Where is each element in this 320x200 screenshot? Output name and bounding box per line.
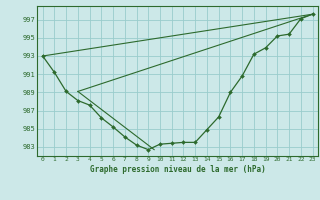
X-axis label: Graphe pression niveau de la mer (hPa): Graphe pression niveau de la mer (hPa): [90, 165, 266, 174]
